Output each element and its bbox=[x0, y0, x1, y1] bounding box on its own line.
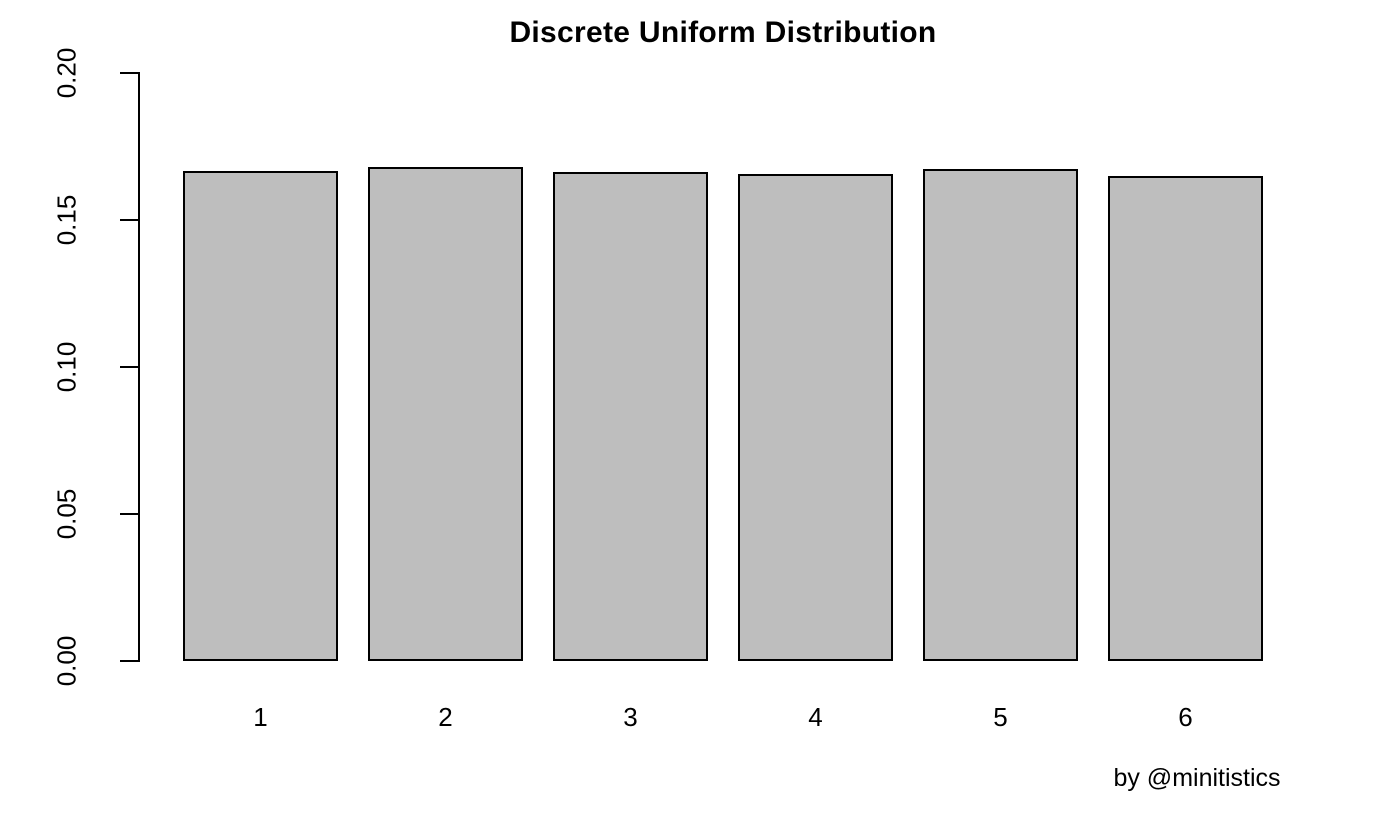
x-tick-label: 2 bbox=[438, 702, 453, 732]
y-tick-label: 0.15 bbox=[51, 194, 82, 246]
x-tick-label: 6 bbox=[1178, 702, 1193, 732]
x-tick-label: 5 bbox=[993, 702, 1008, 732]
y-axis-tick bbox=[120, 660, 138, 662]
bar bbox=[1108, 175, 1263, 661]
bar bbox=[923, 168, 1078, 661]
y-axis-line bbox=[138, 72, 140, 662]
y-axis-tick bbox=[120, 219, 138, 221]
bar bbox=[368, 167, 523, 661]
chart-title: Discrete Uniform Distribution bbox=[509, 16, 937, 49]
x-tick-label: 1 bbox=[253, 702, 268, 732]
y-tick-label: 0.05 bbox=[51, 488, 82, 540]
y-tick-label: 0.20 bbox=[51, 47, 82, 99]
credit-caption: by @minitistics bbox=[1113, 764, 1281, 792]
y-axis-tick bbox=[120, 72, 138, 74]
y-axis-tick bbox=[120, 513, 138, 515]
bar bbox=[183, 171, 338, 661]
bar bbox=[553, 172, 708, 661]
y-axis-tick bbox=[120, 366, 138, 368]
x-tick-label: 3 bbox=[623, 702, 638, 732]
x-tick-label: 4 bbox=[808, 702, 823, 732]
bar bbox=[738, 174, 893, 661]
y-tick-label: 0.10 bbox=[51, 341, 82, 393]
y-tick-label: 0.00 bbox=[51, 635, 82, 687]
